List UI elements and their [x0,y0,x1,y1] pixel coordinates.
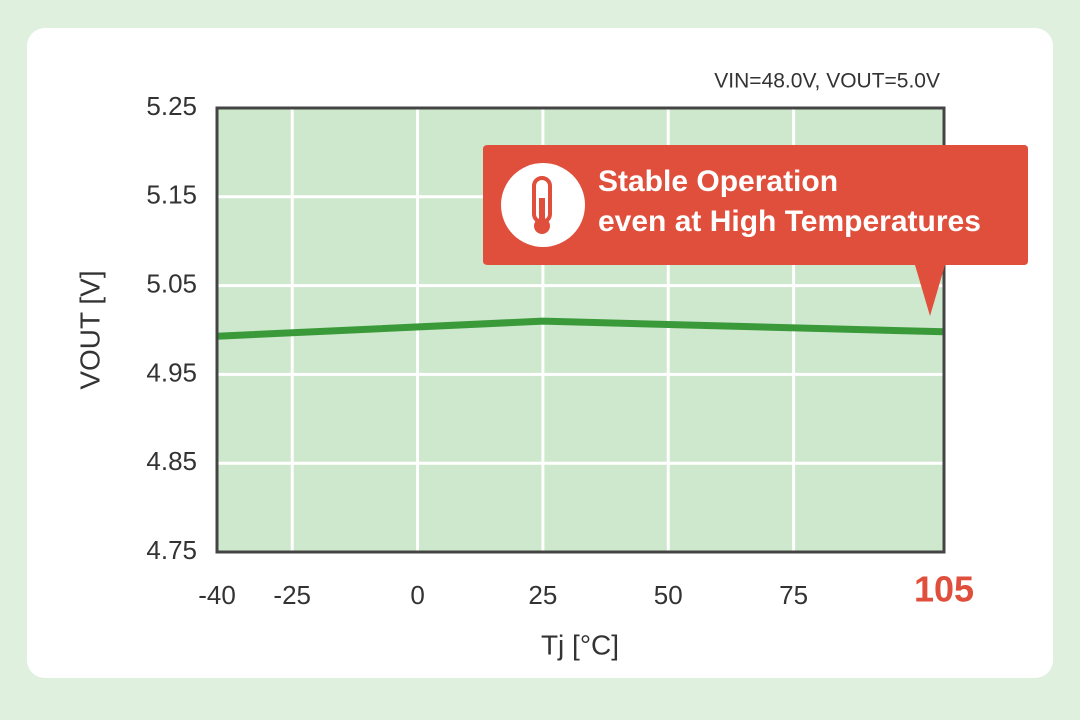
x-tick-label: -40 [198,580,236,610]
thermometer-bulb [534,218,550,234]
plot-frame [215,106,946,554]
callout-box [483,145,1028,316]
x-tick-label: 25 [528,580,557,610]
x-tick-label: 75 [779,580,808,610]
x-tick-label: 105 [914,569,974,610]
callout-text: Stable Operation [598,165,838,198]
y-axis-label: VOUT [V] [74,270,105,389]
callout-text: even at High Temperatures [598,205,981,238]
y-tick-label: 4.75 [146,535,197,565]
y-tick-label: 4.95 [146,357,197,387]
marks [216,317,945,340]
x-tick-label: -25 [273,580,311,610]
x-tick-label: 50 [654,580,683,610]
callout: Stable Operation even at High Temperatur… [483,145,1028,316]
y-tick-label: 4.85 [146,446,197,476]
thermometer-fill [539,198,545,224]
y-tick-label: 5.05 [146,268,197,298]
x-axis-label: Tj [°C] [541,629,619,660]
subtitle: VIN=48.0V, VOUT=5.0V [714,70,940,93]
y-tick-label: 5.25 [146,91,197,121]
y-tick-label: 5.15 [146,180,197,210]
data-line [216,317,945,340]
x-tick-label: 0 [410,580,424,610]
